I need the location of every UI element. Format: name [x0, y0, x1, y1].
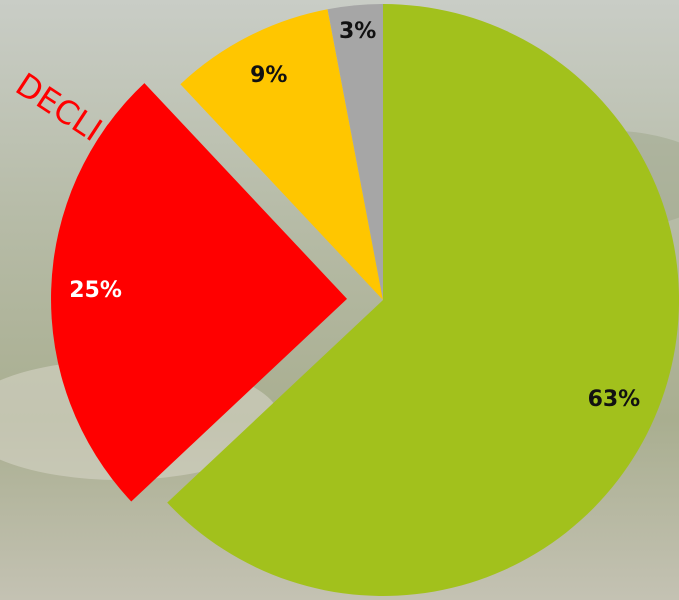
chart: 63%25%9%3% DECLINE — [0, 0, 679, 600]
slice-label: 25% — [69, 278, 122, 303]
slice-label: 3% — [339, 19, 376, 44]
slice-label: 63% — [588, 387, 641, 412]
slice-label: 9% — [250, 63, 287, 88]
